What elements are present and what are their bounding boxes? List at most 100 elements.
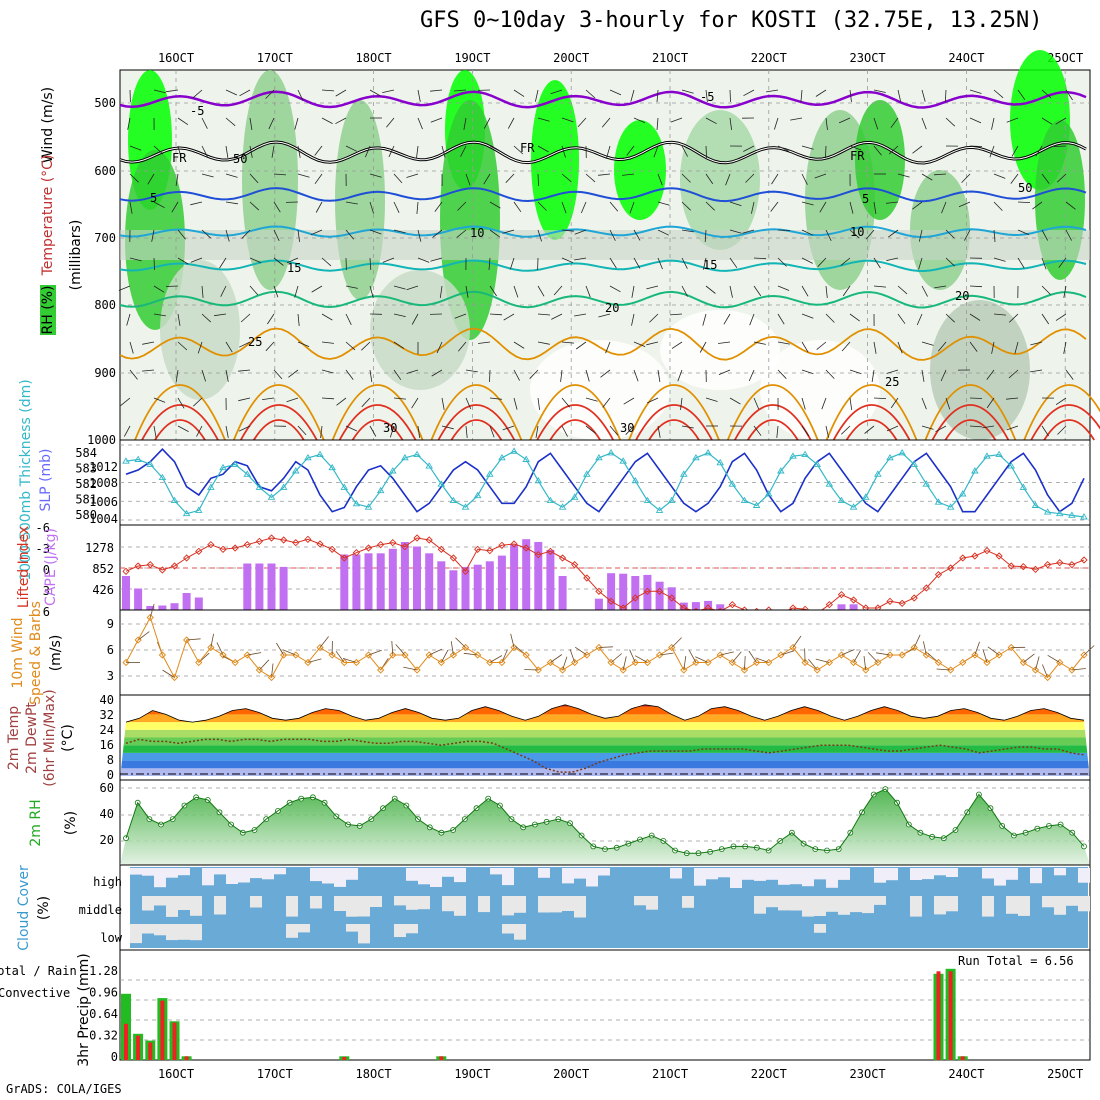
wind-barb [777,229,791,231]
temp-band [120,752,1090,761]
wind-barb [1041,117,1053,125]
wind-barb [225,145,229,158]
wind-barb [177,229,186,240]
wind10-barb [562,656,568,671]
wind-barb [321,89,335,92]
li-marker [983,547,991,555]
temp-arch-35 [648,419,700,441]
wind-barb [406,369,419,374]
cloud-label1: Cloud Cover [16,865,32,951]
wind-barb [294,117,299,130]
cape-tick: 426 [92,583,114,597]
thickness-marker [922,480,931,487]
cloud-high-gap [574,868,586,879]
wind-barb [513,145,524,155]
wind-barb [393,369,402,381]
cloud-mid-gap [1066,896,1078,906]
wind-barb [1065,89,1073,101]
cloud-low-gap [394,924,406,937]
rh-blob [930,300,1030,440]
rh-axis-label: RH (%) [40,286,56,335]
temp-arch-30 [141,404,219,441]
wind-marker [595,643,603,652]
cloud-high-gap [1030,868,1042,884]
wind-barb [561,117,574,123]
wind10-barb [319,636,329,648]
wind10-barb [216,642,224,656]
rh2m-label1: 2m RH [28,799,44,846]
thickness-marker [316,450,324,458]
wind10-barb [748,650,757,663]
wind10-barb [524,669,539,671]
wind-barb [561,341,575,344]
bottom-tick-label: 19OCT [454,1067,490,1081]
wind-barb [537,397,540,410]
wind-barb [201,313,212,323]
cloud-high-gap [334,868,346,887]
wind-barb [336,397,347,406]
wind-barb [602,397,611,408]
wind-barb [580,201,587,214]
wind-barb [729,397,741,405]
cloud-panel: high middle low [79,864,1091,951]
li-marker [1056,559,1064,567]
wind-barb [849,145,862,151]
cloud-low-gap [514,924,526,940]
cloud-low-gap [142,924,154,934]
wind-barb [1058,257,1067,268]
wind-marker [801,658,809,667]
wind-barb [609,229,616,241]
wind10-barb [403,666,418,671]
cloud-mid-gap [190,896,202,916]
wind-barb [873,201,877,214]
wind-barb [1006,117,1019,123]
thickness-tick: 583 [75,462,97,476]
cloud-mid-gap [550,896,562,913]
cloud-high-gap [1006,868,1018,880]
cloud-high-gap [694,868,706,886]
thickness-marker [934,498,943,505]
wind-barb [190,201,203,206]
wind-barb [489,285,497,297]
wind10-barb [867,652,879,663]
wind-barb [273,229,280,241]
cloud-mid-gap [154,896,166,906]
wind-barb [560,369,563,382]
wind-barb [406,285,419,291]
li-tick: -6 [36,521,50,535]
wind10-barb [923,641,927,656]
wind10-barb [501,649,508,663]
li-marker [922,584,930,592]
wind10-barb [610,653,623,663]
wind-barb [388,145,395,158]
wind-barb [801,397,806,410]
cloud-high-gap [706,868,718,880]
wind-marker [971,651,979,659]
wind10-barb [271,663,274,678]
temp-arch-25 [726,384,819,441]
wind-barb [801,173,808,185]
wind-barb [825,145,827,159]
temp-arch-25 [232,384,325,441]
wind-barb [201,285,204,298]
wind-barb [790,117,803,121]
wind-barb [766,89,779,93]
li-axis-label: Lifted Index [16,526,32,608]
wind-barb [201,117,208,129]
wind-barb [921,425,934,430]
wind-barb [489,369,491,383]
cloud-low-gap [502,924,514,934]
li-marker [134,562,142,570]
cloud-mid-gap [754,896,766,914]
rh-blob [440,100,500,340]
wind-barb [743,145,755,152]
wind-barb [681,229,694,233]
wind-barb [321,257,332,267]
cloud-low-gap [190,924,202,941]
cape-bar [643,574,652,610]
wind-barb [315,201,323,213]
precip-label-total: Total / Rain [0,964,77,978]
wind-barb [681,425,694,429]
top-tick-label: 17OCT [257,51,293,65]
cape-bar [691,602,700,610]
